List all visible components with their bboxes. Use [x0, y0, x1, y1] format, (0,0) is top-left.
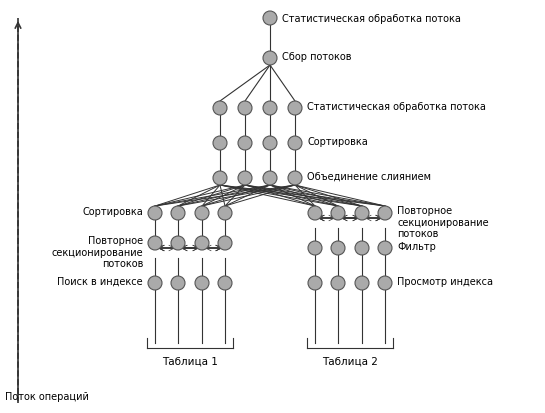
Circle shape: [331, 206, 345, 221]
Text: Таблица 1: Таблица 1: [162, 356, 218, 366]
Circle shape: [218, 276, 232, 290]
Text: Статистическая обработка потока: Статистическая обработка потока: [307, 102, 486, 112]
Circle shape: [263, 12, 277, 26]
Circle shape: [195, 206, 209, 221]
Circle shape: [308, 206, 322, 221]
Circle shape: [195, 276, 209, 290]
Text: Повторное
секционирование
потоков: Повторное секционирование потоков: [397, 206, 489, 239]
Circle shape: [263, 52, 277, 66]
Circle shape: [238, 171, 252, 185]
Circle shape: [331, 242, 345, 255]
Circle shape: [288, 171, 302, 185]
Circle shape: [308, 242, 322, 255]
Circle shape: [378, 206, 392, 221]
Text: Статистическая обработка потока: Статистическая обработка потока: [282, 14, 461, 24]
Circle shape: [148, 206, 162, 221]
Circle shape: [331, 276, 345, 290]
Text: Фильтр: Фильтр: [397, 242, 436, 252]
Circle shape: [238, 137, 252, 151]
Circle shape: [238, 102, 252, 116]
Circle shape: [213, 171, 227, 185]
Circle shape: [213, 102, 227, 116]
Text: Поиск в индексе: Поиск в индексе: [57, 276, 143, 286]
Circle shape: [171, 206, 185, 221]
Circle shape: [355, 206, 369, 221]
Circle shape: [378, 242, 392, 255]
Circle shape: [148, 276, 162, 290]
Text: Поток операций: Поток операций: [5, 391, 89, 401]
Text: Сортировка: Сортировка: [82, 206, 143, 216]
Circle shape: [213, 137, 227, 151]
Circle shape: [263, 171, 277, 185]
Text: Объединение слиянием: Объединение слиянием: [307, 171, 431, 182]
Circle shape: [355, 276, 369, 290]
Circle shape: [195, 236, 209, 250]
Text: Сортировка: Сортировка: [307, 137, 368, 147]
Circle shape: [355, 242, 369, 255]
Circle shape: [148, 236, 162, 250]
Circle shape: [263, 137, 277, 151]
Circle shape: [218, 206, 232, 221]
Circle shape: [171, 276, 185, 290]
Circle shape: [288, 102, 302, 116]
Circle shape: [171, 236, 185, 250]
Circle shape: [308, 276, 322, 290]
Circle shape: [378, 276, 392, 290]
Text: Просмотр индекса: Просмотр индекса: [397, 276, 493, 286]
Circle shape: [263, 102, 277, 116]
Circle shape: [288, 137, 302, 151]
Text: Таблица 2: Таблица 2: [322, 356, 378, 366]
Text: Сбор потоков: Сбор потоков: [282, 52, 352, 62]
Circle shape: [218, 236, 232, 250]
Text: Повторное
секционирование
потоков: Повторное секционирование потоков: [51, 235, 143, 268]
